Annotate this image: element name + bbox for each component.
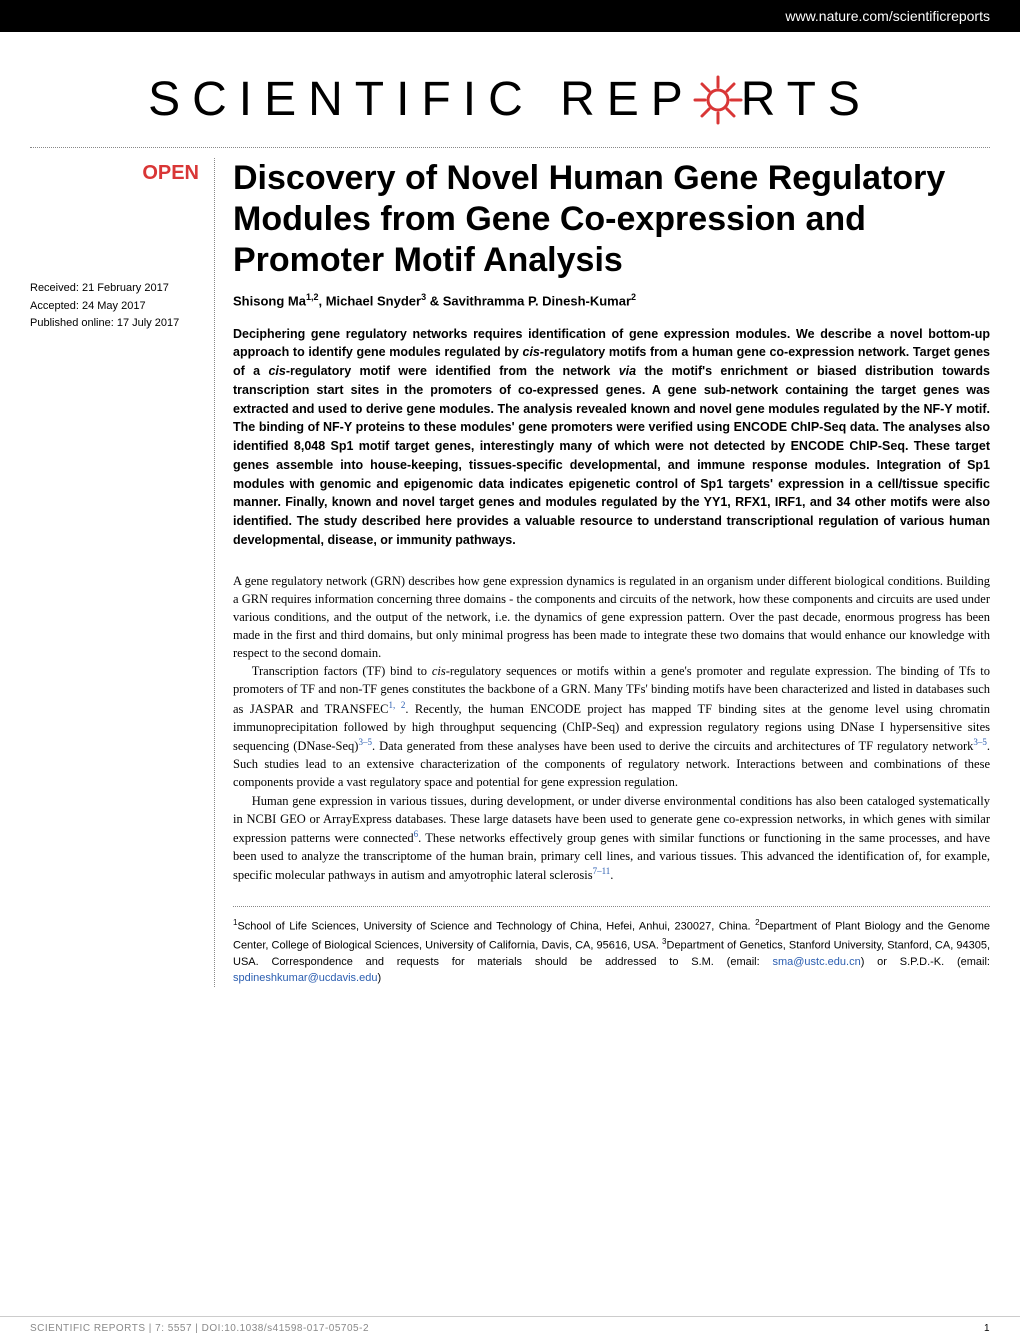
- authors: Shisong Ma1,2, Michael Snyder3 & Savithr…: [233, 292, 990, 308]
- header-bar: www.nature.com/scientificreports: [0, 0, 1020, 32]
- content-wrapper: OPEN Received: 21 February 2017 Accepted…: [0, 158, 1020, 987]
- affiliations: 1School of Life Sciences, University of …: [233, 906, 990, 986]
- paragraph-3: Human gene expression in various tissues…: [233, 792, 990, 885]
- open-access-badge: OPEN: [30, 162, 199, 185]
- left-column: OPEN Received: 21 February 2017 Accepted…: [30, 158, 215, 987]
- accepted-date: Accepted: 24 May 2017: [30, 298, 199, 316]
- paragraph-1: A gene regulatory network (GRN) describe…: [233, 572, 990, 663]
- right-column: Discovery of Novel Human Gene Regulatory…: [215, 158, 990, 987]
- published-date: Published online: 17 July 2017: [30, 315, 199, 333]
- body-text: A gene regulatory network (GRN) describe…: [233, 572, 990, 885]
- journal-name-part2: REP: [560, 72, 695, 127]
- footer: SCIENTIFIC REPORTS | 7: 5557 | DOI:10.10…: [0, 1316, 1020, 1340]
- publication-dates: Received: 21 February 2017 Accepted: 24 …: [30, 280, 199, 333]
- journal-url[interactable]: www.nature.com/scientificreports: [785, 8, 990, 24]
- top-rule: [30, 147, 990, 148]
- paragraph-2: Transcription factors (TF) bind to cis-r…: [233, 662, 990, 791]
- journal-logo: SCIENTIFIC REP RTS: [30, 72, 990, 127]
- abstract: Deciphering gene regulatory networks req…: [233, 325, 990, 550]
- page-number: 1: [984, 1323, 990, 1334]
- journal-name-part1: SCIENTIFIC: [148, 72, 535, 127]
- journal-name-part3: RTS: [741, 72, 872, 127]
- article-title: Discovery of Novel Human Gene Regulatory…: [233, 158, 990, 280]
- received-date: Received: 21 February 2017: [30, 280, 199, 298]
- footer-citation: SCIENTIFIC REPORTS | 7: 5557 | DOI:10.10…: [30, 1323, 369, 1334]
- gear-icon: [691, 73, 745, 127]
